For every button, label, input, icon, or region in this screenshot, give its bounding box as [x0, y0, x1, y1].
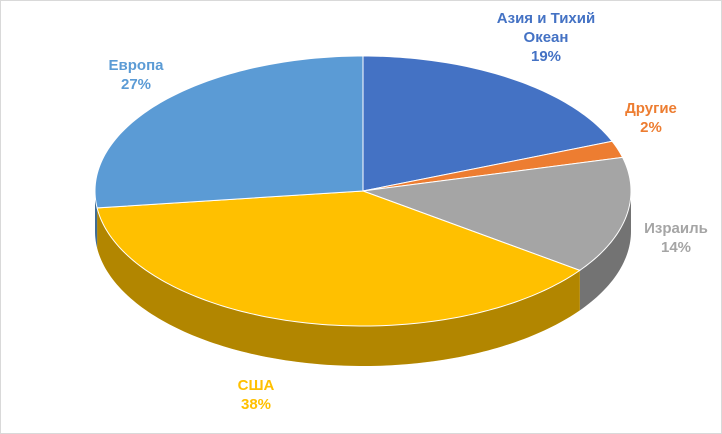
- slice: [96, 190, 581, 327]
- slice-side: [95, 191, 98, 248]
- data-label: Израиль 14%: [606, 219, 721, 257]
- slice-side-shade: [97, 207, 580, 366]
- label-name: США: [237, 377, 275, 394]
- slice-side: [579, 191, 631, 311]
- slice: [362, 55, 614, 192]
- label-name: Израиль: [644, 220, 708, 237]
- label-value: 2%: [640, 119, 662, 136]
- label-name: Другие: [625, 100, 677, 117]
- data-label: Другие 2%: [581, 99, 721, 137]
- data-label: США 38%: [186, 376, 326, 414]
- slice-side-shade: [95, 191, 98, 248]
- label-value: 19%: [530, 48, 562, 65]
- slice: [362, 156, 632, 271]
- slice-side-shade: [579, 191, 631, 311]
- label-name: Азия и Тихий Океан: [496, 10, 596, 46]
- slice: [362, 140, 624, 192]
- label-name: Европа: [108, 57, 164, 74]
- label-value: 27%: [120, 76, 152, 93]
- label-value: 14%: [660, 239, 692, 256]
- data-label: Азия и Тихий Океан 19%: [476, 9, 616, 66]
- slice: [94, 55, 364, 209]
- label-value: 38%: [240, 396, 272, 413]
- data-label: Европа 27%: [66, 56, 206, 94]
- slice-side: [97, 207, 580, 366]
